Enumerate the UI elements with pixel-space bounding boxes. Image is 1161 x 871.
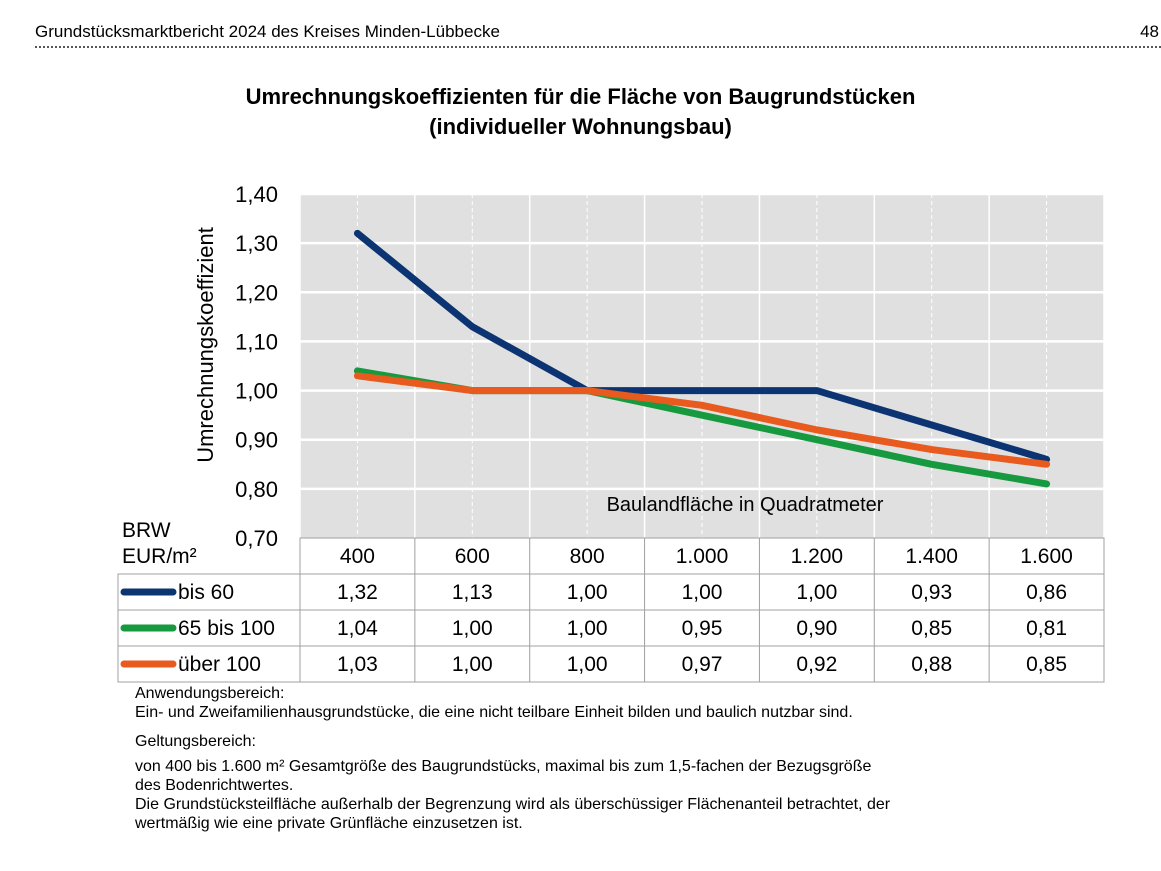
x-tick-label: 1.000 [676,545,729,568]
chart-subtitle: (individueller Wohnungsbau) [429,114,732,139]
y-tick-label: 0,90 [235,428,278,453]
legend-header-unit: EUR/m² [122,545,197,568]
table-cell: 0,93 [911,581,952,604]
grid [299,192,1105,538]
table-cell: 0,90 [796,617,837,640]
y-tick-label: 0,70 [235,526,278,551]
table-cell: 0,85 [1026,653,1067,676]
geltung-line-1: von 400 bis 1.600 m² Gesamtgröße des Bau… [135,758,872,775]
table-cell: 0,86 [1026,581,1067,604]
geltung-line-2: des Bodenrichtwertes. [135,777,294,794]
x-tick-label: 800 [570,545,605,568]
table-row [117,573,1105,611]
table-cell: 0,95 [682,617,723,640]
table-row [117,645,1105,683]
table-cell: 1,00 [452,653,493,676]
chart-title: Umrechnungskoeffizienten für die Fläche … [245,84,916,109]
y-tick-label: 1,40 [235,182,278,207]
y-tick-label: 1,20 [235,280,278,305]
y-axis-label: Umrechnungskoeffizient [193,227,218,463]
anwendung-text: Ein- und Zweifamilienhausgrundstücke, di… [135,704,853,721]
geltung-line-4: wertmäßig wie eine private Grünfläche ei… [135,815,523,832]
y-tick-label: 0,80 [235,477,278,502]
y-tick-label: 1,10 [235,329,278,354]
table-cell: 1,00 [567,653,608,676]
legend-header-brw: BRW [122,519,171,542]
table-cell: 1,00 [567,581,608,604]
table-cell: 1,04 [337,617,378,640]
y-tick-label: 1,30 [235,231,278,256]
table-cell: 1,00 [567,617,608,640]
x-tick-label: 1.600 [1020,545,1073,568]
y-tick-label: 1,00 [235,379,278,404]
x-tick-label: 1.200 [791,545,844,568]
page-header: Grundstücksmarktbericht 2024 des Kreises… [35,20,1161,48]
page-number: 48 [1140,22,1159,41]
x-tick-label: 600 [455,545,490,568]
notes: Anwendungsbereich: Ein- und Zweifamilien… [135,684,890,833]
anwendung-label: Anwendungsbereich: [135,685,285,702]
chart-title-block: Umrechnungskoeffizienten für die Fläche … [0,82,1161,142]
table-cell: 0,97 [682,653,723,676]
x-tick-label: 1.400 [905,545,958,568]
data-table: 400 600 800 1.000 1.200 1.400 1.600 BRW EUR/m² bi… [117,519,1105,683]
legend-label: 65 bis 100 [178,617,275,640]
legend-label: über 100 [178,653,261,676]
table-cell: 0,92 [796,653,837,676]
geltung-line-3: Die Grundstücksteilfläche außerhalb der … [135,796,891,813]
series-line-bis-60 [353,229,1051,463]
table-cell: 1,03 [337,653,378,676]
legend-label: bis 60 [178,581,234,604]
x-tick-label: 400 [340,545,375,568]
x-axis-label: Baulandfläche in Quadratmeter [607,494,884,516]
geltung-label: Geltungsbereich: [135,733,256,750]
table-cell: 0,81 [1026,617,1067,640]
table-cell: 0,85 [911,617,952,640]
table-cell: 1,13 [452,581,493,604]
series-lines [353,229,1051,488]
table-cell: 1,00 [452,617,493,640]
table-cell: 1,00 [796,581,837,604]
series-line-über-100 [353,372,1051,468]
table-cell: 1,00 [682,581,723,604]
document-title: Grundstücksmarktbericht 2024 des Kreises… [35,22,500,41]
table-cell: 0,88 [911,653,952,676]
table-cell: 1,32 [337,581,378,604]
y-axis: 0,70 0,80 0,90 1,00 1,10 1,20 1,30 1,40 [235,182,278,551]
